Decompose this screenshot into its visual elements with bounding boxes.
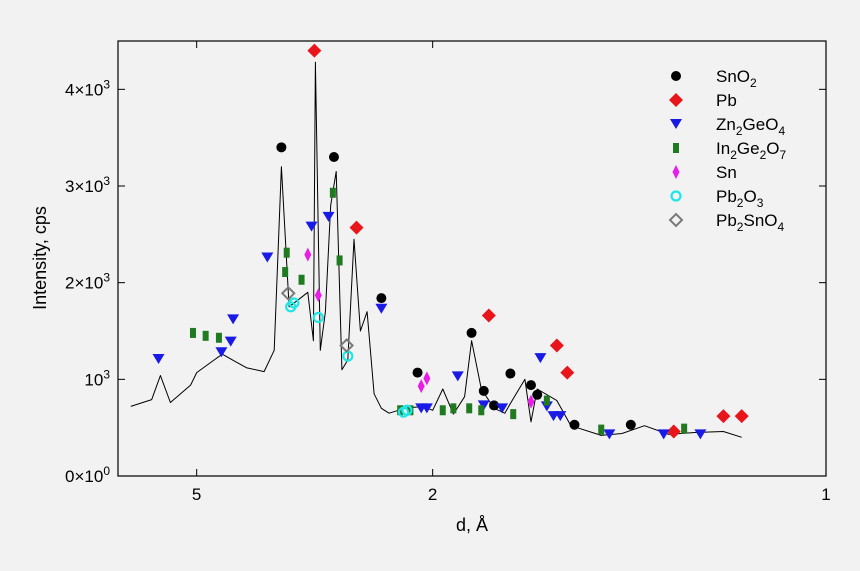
y-axis-title: Intensity, cps [30, 206, 50, 310]
pb2sno4-marker [280, 285, 296, 301]
sno2-marker [328, 152, 339, 162]
in2ge2o7-marker [202, 330, 209, 341]
in2ge2o7-marker [543, 395, 550, 406]
zn2geo4-marker [496, 403, 509, 414]
legend-pb2sno4-symbol [668, 212, 684, 228]
legend-in2ge2o7-symbol [673, 143, 679, 153]
pb2o3-marker [401, 404, 413, 416]
zn2geo4-marker [224, 336, 237, 347]
pb-marker [666, 424, 681, 439]
zn2geo4-marker [305, 221, 318, 232]
zn2geo4-marker [215, 347, 228, 358]
sn-marker [304, 247, 312, 262]
x-axis-title: d, Å [456, 515, 488, 535]
pb-marker [716, 409, 731, 424]
y-tick-label: 3×103 [65, 174, 110, 196]
phase-markers [152, 43, 749, 440]
legend-sn-symbol [672, 165, 680, 179]
pb-marker [481, 308, 496, 323]
zn2geo4-marker [694, 429, 707, 440]
pb-marker [349, 220, 364, 235]
legend-sno2-symbol [671, 71, 681, 81]
sn-marker [314, 288, 322, 303]
x-axis: 5 2 1 [192, 41, 831, 504]
legend-pb2o3-label: Pb2O3 [716, 187, 764, 210]
sn-marker [417, 379, 425, 394]
x-tick-label: 2 [428, 485, 437, 504]
zn2geo4-marker [261, 252, 274, 263]
in2ge2o7-marker [478, 405, 485, 416]
in2ge2o7-marker [298, 274, 305, 285]
in2ge2o7-marker [189, 327, 196, 338]
sno2-marker [526, 380, 536, 391]
legend-sn-label: Sn [716, 163, 737, 182]
in2ge2o7-marker [283, 247, 290, 258]
in2ge2o7-marker [439, 405, 446, 416]
zn2geo4-marker [534, 353, 547, 364]
zn2geo4-marker [152, 354, 165, 365]
legend-pb2o3-symbol [670, 190, 682, 202]
pb-marker [549, 338, 564, 353]
zn2geo4-marker [603, 429, 616, 440]
sno2-marker [569, 419, 580, 430]
pb2o3-marker [288, 297, 300, 309]
pb2sno4-marker [339, 338, 355, 353]
sno2-marker [276, 142, 287, 153]
in2ge2o7-marker [336, 255, 343, 266]
zn2geo4-marker [375, 303, 388, 314]
legend-in2ge2o7-label: In2Ge2O7 [716, 139, 786, 162]
x-tick-label: 5 [192, 485, 201, 504]
zn2geo4-marker [420, 403, 433, 414]
legend-pb-label: Pb [716, 91, 737, 110]
sno2-marker [412, 367, 423, 378]
y-axis: 0×100 103 2×103 3×103 4×103 [65, 77, 826, 486]
sno2-marker [625, 419, 636, 430]
legend-pb2sno4-label: Pb2SnO4 [716, 211, 785, 234]
y-tick-label: 0×100 [65, 464, 110, 486]
sno2-marker [505, 368, 516, 379]
sno2-marker [489, 400, 500, 411]
in2ge2o7-marker [282, 267, 289, 278]
pb-marker [560, 365, 575, 380]
x-tick-label: 1 [821, 485, 830, 504]
pb-marker [307, 43, 322, 58]
y-tick-label: 4×103 [65, 77, 110, 99]
legend-sno2-label: SnO2 [716, 67, 757, 90]
zn2geo4-marker [657, 429, 670, 440]
sn-marker [527, 394, 535, 409]
plot-frame [117, 40, 827, 477]
zn2geo4-marker [322, 211, 335, 222]
in2ge2o7-marker [450, 403, 457, 414]
diffraction-pattern-line [130, 61, 742, 438]
zn2geo4-marker [451, 371, 464, 382]
in2ge2o7-marker [681, 423, 688, 434]
sno2-marker [532, 389, 543, 400]
in2ge2o7-marker [466, 403, 473, 414]
in2ge2o7-marker [215, 332, 222, 343]
in2ge2o7-marker [329, 187, 336, 198]
y-tick-label: 2×103 [65, 271, 110, 293]
legend-zn2geo4-label: Zn2GeO4 [716, 115, 785, 138]
pb2o3-marker [312, 311, 324, 324]
sn-marker [423, 371, 431, 386]
zn2geo4-marker [554, 411, 567, 422]
legend-zn2geo4-symbol [670, 119, 682, 129]
pb-marker [734, 409, 749, 424]
in2ge2o7-marker [598, 424, 605, 435]
plot-area [117, 40, 827, 477]
in2ge2o7-marker [510, 409, 517, 420]
legend-pb-symbol [669, 93, 683, 107]
sno2-marker [376, 293, 387, 304]
sno2-marker [478, 385, 489, 396]
zn2geo4-marker [227, 314, 240, 325]
sno2-marker [466, 327, 477, 338]
y-tick-label: 103 [84, 367, 110, 389]
